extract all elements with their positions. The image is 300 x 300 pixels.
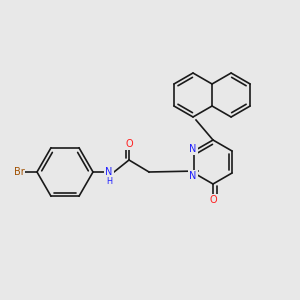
Text: N: N <box>189 144 197 154</box>
Text: O: O <box>209 195 217 205</box>
Text: N: N <box>189 171 197 181</box>
Text: H: H <box>106 176 112 185</box>
Text: N: N <box>105 167 113 177</box>
Text: Br: Br <box>14 167 24 177</box>
Text: O: O <box>125 139 133 149</box>
